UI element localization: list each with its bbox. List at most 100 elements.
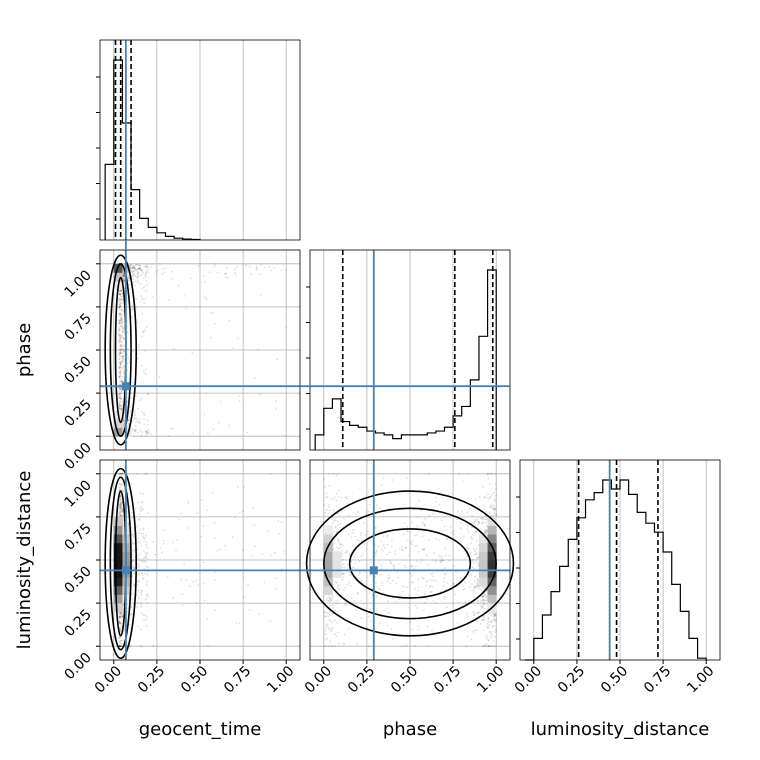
sample-point — [138, 513, 141, 516]
density-cell — [122, 551, 132, 561]
sample-point — [331, 604, 334, 607]
sample-point — [119, 616, 121, 618]
sample-point — [411, 628, 414, 631]
sample-point — [465, 645, 468, 648]
sample-point — [409, 621, 412, 624]
sample-point — [280, 521, 283, 523]
sample-point — [122, 337, 125, 340]
sample-point — [123, 278, 126, 281]
sample-point — [452, 583, 454, 585]
sample-point — [243, 576, 245, 579]
sample-point — [336, 631, 339, 634]
sample-point — [121, 400, 124, 403]
sample-point — [491, 472, 494, 475]
sample-point — [485, 634, 488, 637]
sample-point — [144, 552, 147, 555]
sample-point — [477, 521, 480, 524]
sample-point — [219, 400, 222, 403]
sample-point — [136, 270, 139, 273]
y-tick-label: 0.00 — [61, 440, 94, 473]
sample-point — [123, 273, 126, 276]
sample-point — [181, 604, 184, 606]
sample-point — [140, 572, 143, 575]
sample-point — [381, 582, 384, 584]
sample-point — [119, 645, 122, 648]
sample-point — [422, 577, 425, 580]
density-cell — [478, 551, 488, 561]
sample-point — [145, 619, 147, 621]
sample-point — [119, 293, 122, 296]
sample-point — [379, 573, 382, 576]
sample-point — [335, 635, 338, 638]
sample-point — [119, 640, 121, 642]
sample-point — [133, 272, 136, 274]
sample-point — [386, 534, 389, 537]
sample-point — [469, 585, 471, 588]
sample-point — [341, 544, 344, 547]
sample-point — [414, 534, 416, 537]
sample-point — [142, 550, 145, 552]
sample-point — [138, 264, 141, 267]
sample-point — [383, 547, 386, 549]
sample-point — [118, 645, 121, 648]
sample-point — [134, 429, 137, 432]
sample-point — [404, 586, 407, 589]
sample-point — [121, 320, 124, 323]
sample-point — [118, 334, 121, 336]
contour-line — [109, 476, 132, 651]
sample-point — [128, 277, 131, 280]
sample-point — [122, 329, 125, 332]
sample-point — [341, 578, 344, 581]
sample-point — [136, 431, 139, 434]
sample-point — [119, 504, 122, 507]
sample-point — [326, 596, 329, 599]
sample-point — [118, 358, 121, 361]
sample-point — [119, 616, 122, 618]
sample-point — [335, 581, 338, 584]
sample-point — [435, 602, 437, 605]
sample-point — [140, 645, 143, 648]
sample-point — [275, 400, 277, 402]
sample-point — [118, 376, 121, 378]
sample-point — [119, 614, 122, 617]
sample-point — [134, 556, 136, 559]
sample-point — [493, 508, 496, 511]
x-axis-label-phase: phase — [383, 719, 437, 740]
sample-point — [123, 326, 126, 329]
sample-point — [145, 553, 148, 556]
sample-point — [269, 620, 272, 623]
sample-point — [352, 545, 355, 548]
sample-point — [137, 566, 140, 569]
sample-point — [417, 625, 420, 627]
sample-point — [477, 611, 480, 614]
sample-point — [242, 510, 245, 512]
sample-point — [136, 601, 139, 604]
sample-point — [137, 589, 139, 592]
y-tick-label: 0.00 — [61, 650, 94, 683]
sample-point — [146, 419, 149, 422]
sample-point — [147, 393, 149, 396]
sample-point — [122, 417, 125, 420]
sample-point — [133, 585, 136, 588]
sample-point — [140, 273, 143, 276]
sample-point — [119, 394, 122, 397]
density-cell — [113, 577, 123, 587]
sample-point — [475, 498, 477, 501]
sample-point — [132, 278, 135, 281]
sample-point — [119, 289, 122, 292]
sample-point — [417, 550, 420, 553]
sample-point — [120, 514, 122, 517]
sample-point — [121, 407, 123, 410]
density-cell — [113, 560, 123, 570]
sample-point — [423, 547, 425, 550]
sample-point — [421, 521, 424, 524]
sample-point — [481, 521, 484, 524]
sample-point — [332, 542, 335, 545]
sample-point — [118, 321, 121, 324]
sample-point — [121, 615, 124, 618]
sample-point — [488, 512, 491, 515]
sample-point — [119, 335, 122, 337]
sample-point — [119, 305, 121, 308]
sample-point — [485, 642, 488, 645]
sample-point — [192, 432, 194, 435]
